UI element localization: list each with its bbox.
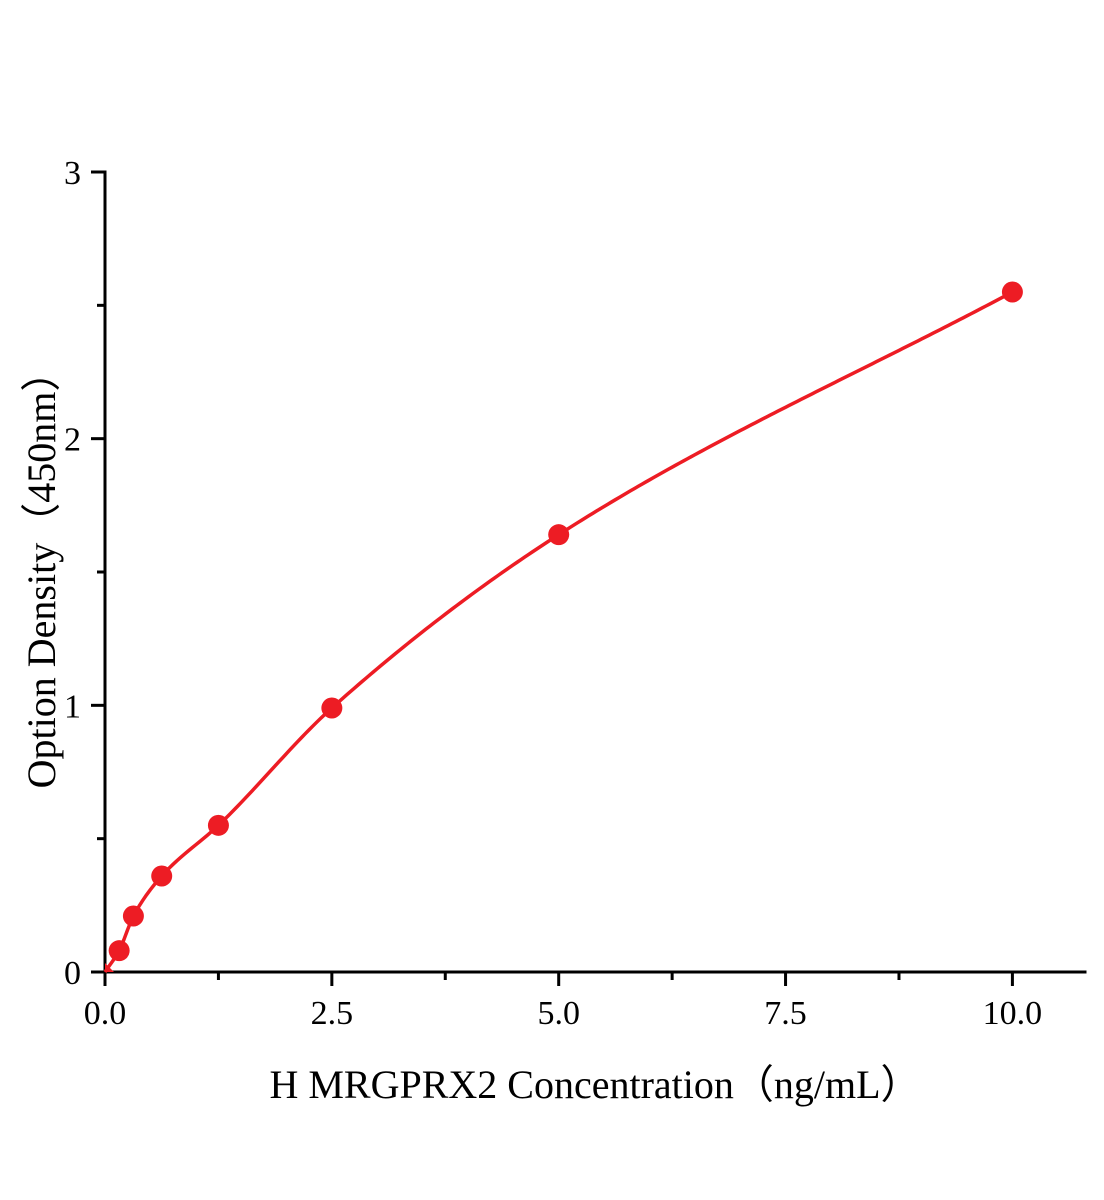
data-point [1001, 281, 1023, 303]
x-tick-label: 0.0 [84, 995, 127, 1032]
data-points [108, 281, 1023, 962]
data-point [151, 865, 173, 887]
y-tick-label: 3 [64, 155, 81, 192]
x-axis-title: H MRGPRX2 Concentration（ng/mL） [269, 1062, 921, 1107]
axis-ticks [91, 170, 1014, 986]
y-tick-label: 1 [64, 688, 81, 725]
fit-curve-path [103, 290, 1014, 973]
x-tick-label: 5.0 [537, 995, 580, 1032]
tick-labels: 0.0 2.5 5.0 7.5 10.0 0 1 2 3 [64, 155, 1042, 1032]
data-point [108, 940, 130, 962]
y-tick-label: 2 [64, 422, 81, 459]
x-tick-label: 10.0 [983, 995, 1043, 1032]
curve-origin-marker [105, 963, 114, 972]
fit-curve [103, 290, 1014, 973]
y-axis-title: Option Density（450nm） [19, 351, 64, 789]
x-tick-label: 2.5 [311, 995, 354, 1032]
x-tick-label: 7.5 [764, 995, 807, 1032]
data-point [207, 814, 229, 836]
data-point [122, 905, 144, 927]
data-point [321, 697, 343, 719]
data-point [548, 524, 570, 546]
y-tick-label: 0 [64, 955, 81, 992]
axes [103, 170, 1087, 974]
